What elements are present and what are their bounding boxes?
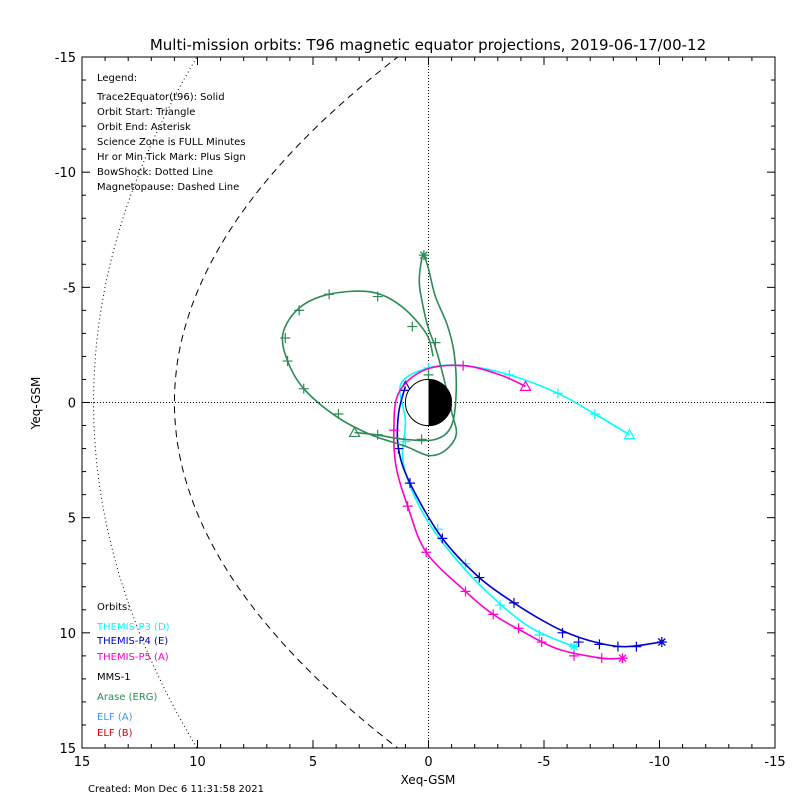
x-tick-label: -15 xyxy=(764,755,785,770)
series-themis-p5-a xyxy=(388,360,628,664)
y-tick-label: -15 xyxy=(55,51,76,66)
tick-mark-plus xyxy=(573,637,584,648)
y-tick-label: 5 xyxy=(68,512,76,527)
tick-mark-plus xyxy=(596,653,607,664)
tick-mark-plus xyxy=(589,409,600,420)
orbits-legend-item: THEMIS-P5 (A) xyxy=(96,652,169,663)
tick-mark-plus xyxy=(631,641,642,652)
tick-mark-plus xyxy=(393,443,404,454)
bow-shock-line xyxy=(92,57,198,748)
earth-symbol xyxy=(404,378,453,427)
tick-mark-plus xyxy=(280,333,291,344)
tick-mark-plus xyxy=(402,501,413,512)
series-layer xyxy=(280,250,667,664)
x-tick-label: 5 xyxy=(309,755,317,770)
tick-mark-plus xyxy=(416,434,427,445)
x-tick-label: -10 xyxy=(649,755,670,770)
orbits-legend-item: MMS-1 xyxy=(97,672,131,683)
x-axis-label: Xeq-GSM xyxy=(401,773,456,787)
orbits-legend-item: ELF (B) xyxy=(97,728,133,739)
orbit-start-triangle xyxy=(623,428,636,440)
x-tick-label: 10 xyxy=(189,755,206,770)
legend-header: Legend: xyxy=(97,73,137,84)
chart-title: Multi-mission orbits: T96 magnetic equat… xyxy=(150,36,706,54)
orbits-header: Orbits: xyxy=(97,602,131,613)
legend-line: BowShock: Dotted Line xyxy=(97,167,213,178)
tick-mark-plus xyxy=(534,630,545,641)
orbits-legend-item: Arase (ERG) xyxy=(97,692,158,703)
orbit-line-arase-erg xyxy=(281,253,458,457)
orbits-legend-item: THEMIS-P3 (D) xyxy=(96,622,170,633)
tick-mark-plus xyxy=(508,597,519,608)
orbits-legend: Orbits: THEMIS-P3 (D) THEMIS-P4 (E) THEMIS… xyxy=(96,602,170,739)
legend: Legend: Trace2Equator(t96): Solid Orbit S… xyxy=(96,73,246,193)
tick-mark-plus xyxy=(557,627,568,638)
tick-mark-plus xyxy=(423,369,434,380)
legend-line: Trace2Equator(t96): Solid xyxy=(96,92,225,103)
x-tick-label: 15 xyxy=(74,755,91,770)
tick-mark-plus xyxy=(594,639,605,650)
y-tick-label: 0 xyxy=(68,397,76,412)
y-tick-label: 15 xyxy=(59,742,76,757)
tick-mark-plus xyxy=(513,623,524,634)
tick-layer: 15 10 5 0 -5 -10 -15 -15 -10 -5 0 5 10 15 xyxy=(55,51,786,770)
tick-mark-plus xyxy=(474,572,485,583)
boundaries-layer xyxy=(92,57,399,748)
tick-mark-plus xyxy=(324,289,335,300)
tick-mark-plus xyxy=(294,305,305,316)
x-tick-label: -5 xyxy=(538,755,551,770)
tick-mark-plus xyxy=(421,547,432,558)
tick-mark-plus xyxy=(282,356,293,367)
tick-mark-plus xyxy=(495,600,506,611)
orbits-legend-item: ELF (A) xyxy=(97,712,133,723)
orbit-end-asterisk xyxy=(569,641,579,652)
y-tick-label: -5 xyxy=(63,281,76,296)
y-axis-label: Yeq-GSM xyxy=(29,377,43,431)
tick-mark-plus xyxy=(552,388,563,399)
tick-mark-plus xyxy=(298,383,309,394)
tick-mark-plus xyxy=(400,436,411,447)
y-tick-label: -10 xyxy=(55,166,76,181)
tick-mark-plus xyxy=(407,321,418,332)
orbit-start-triangle xyxy=(519,380,532,391)
tick-mark-plus xyxy=(460,586,471,597)
legend-line: Science Zone is FULL Minutes xyxy=(97,137,246,148)
created-stamp: Created: Mon Dec 6 11:31:58 2021 xyxy=(88,784,264,795)
tick-mark-plus xyxy=(372,429,383,440)
tick-mark-plus xyxy=(488,609,499,620)
legend-line: Orbit End: Asterisk xyxy=(97,122,191,133)
tick-mark-plus xyxy=(458,360,469,371)
orbit-end-asterisk xyxy=(418,250,429,261)
tick-mark-plus xyxy=(569,650,580,661)
orbit-start-triangle xyxy=(348,426,361,438)
legend-line: Hr or Min Tick Mark: Plus Sign xyxy=(97,152,246,163)
orbit-line-themis-p4-e xyxy=(396,386,662,648)
y-tick-label: 10 xyxy=(59,627,76,642)
tick-mark-plus xyxy=(536,637,547,648)
tick-mark-plus xyxy=(372,291,383,302)
tick-mark-plus xyxy=(430,337,441,348)
legend-line: Magnetopause: Dashed Line xyxy=(97,182,239,193)
tick-mark-plus xyxy=(333,409,344,420)
legend-line: Orbit Start: Triangle xyxy=(97,107,195,118)
tick-mark-plus xyxy=(388,425,399,436)
orbit-end-asterisk xyxy=(656,637,667,647)
x-tick-label: 0 xyxy=(424,755,432,770)
tick-mark-plus xyxy=(405,478,416,489)
orbit-end-asterisk xyxy=(617,653,628,664)
tick-mark-plus xyxy=(437,533,448,544)
series-arase-erg xyxy=(280,250,458,457)
earth-night-side xyxy=(428,379,452,426)
orbits-legend-item: THEMIS-P4 (E) xyxy=(96,636,168,647)
tick-mark-plus xyxy=(612,641,623,652)
